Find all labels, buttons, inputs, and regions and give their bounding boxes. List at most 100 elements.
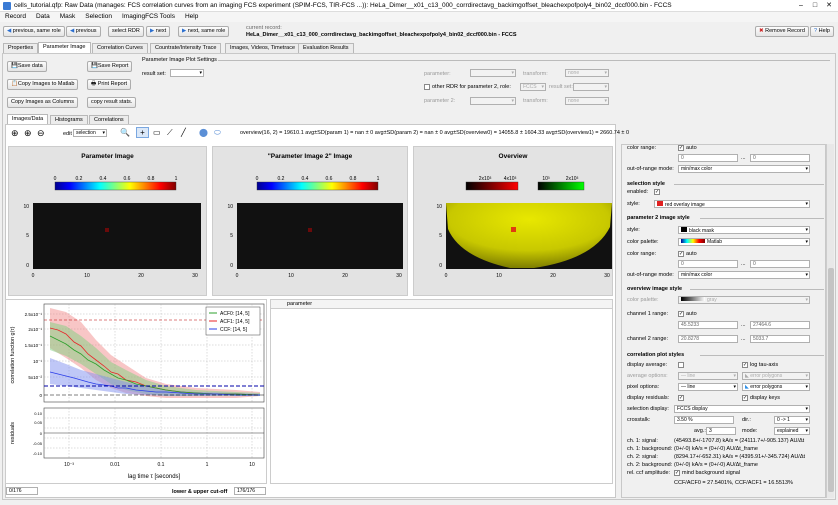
residuals-label: residuals [10, 422, 16, 444]
parameter-select[interactable] [470, 69, 516, 77]
line-style-icon: — [681, 384, 688, 390]
tab-histograms[interactable]: Histograms [50, 115, 88, 125]
close-button[interactable]: ✕ [826, 2, 832, 9]
copy-matlab-button[interactable]: 📋Copy Images to Matlab [7, 79, 79, 90]
display-residuals-checkbox[interactable]: ✓ [678, 395, 684, 401]
pixel-line-select[interactable]: — line [678, 383, 738, 391]
gray-palette-icon [681, 297, 705, 301]
scrollbar-thumb[interactable] [828, 268, 834, 492]
magnifier-icon[interactable]: 🔍 [120, 128, 130, 137]
circle-select-icon[interactable]: ⬤ [199, 128, 208, 137]
p2-range-min[interactable]: 0 [678, 260, 738, 268]
log-tau-checkbox[interactable]: ✓ [742, 362, 748, 368]
maximize-button[interactable]: □ [812, 2, 818, 9]
save-data-button[interactable]: 💾Save data [7, 61, 47, 72]
rectangle-select-icon[interactable]: ▭ [153, 128, 161, 137]
next-button[interactable]: ▶ next [146, 26, 171, 37]
correlation-plot[interactable]: ACF0: [14, 5] ACF1: [14, 5] CCF: [14, 5]… [5, 299, 267, 484]
menu-help[interactable]: Help [184, 13, 199, 20]
tab-images-videos[interactable]: Images, Videos, Timetrace [225, 43, 301, 53]
avg-spinbox[interactable]: 3 [706, 427, 736, 435]
parameter-image-plot[interactable]: Parameter Image 0 0.2 0.4 0.6 0.8 1 10 5… [8, 146, 207, 296]
parameter-table[interactable]: parameter [270, 299, 613, 484]
ch1-background-label: ch. 1: background: [627, 446, 673, 452]
lower-cutoff-spinbox[interactable]: 0/176 [6, 487, 38, 495]
average-line-select[interactable]: — line [678, 372, 738, 380]
result-set-select[interactable] [170, 69, 204, 77]
copy-stats-button[interactable]: copy result stats. [87, 97, 137, 108]
color-range-max[interactable]: 0 [750, 154, 810, 162]
ch2-range-min[interactable]: 20.8278 [678, 335, 738, 343]
other-rdr-checkbox[interactable] [424, 84, 430, 90]
menu-selection[interactable]: Selection [85, 13, 112, 20]
selection-display-select[interactable]: FCCS display [674, 405, 810, 413]
p2-palette-select[interactable]: Matlab [678, 238, 810, 246]
zoom-out-icon[interactable]: ⊖ [37, 128, 45, 138]
menu-record[interactable]: Record [5, 13, 26, 20]
tab-parameter-image[interactable]: Parameter Image [38, 42, 91, 53]
menu-data[interactable]: Data [35, 13, 50, 20]
result-set2-select[interactable] [573, 83, 609, 91]
p2-auto-checkbox[interactable]: ✓ [678, 251, 684, 257]
draw-line-icon[interactable]: ╱ [181, 128, 186, 137]
display-average-label: display average: [627, 362, 668, 368]
x-axis-label: lag time τ [seconds] [128, 474, 181, 480]
tab-evaluation-results[interactable]: Evaluation Results [298, 43, 354, 53]
color-range-min[interactable]: 0 [678, 154, 738, 162]
pixel-error-select[interactable]: ◣ error polygons [742, 383, 810, 391]
ch1-auto-checkbox[interactable]: ✓ [678, 311, 684, 317]
ch1-range-max[interactable]: 27464.6 [750, 321, 810, 329]
print-report-button[interactable]: 🖶 Print Report [87, 79, 132, 90]
help-button[interactable]: ? Help [810, 26, 834, 37]
ch1-range-min[interactable]: 45.5233 [678, 321, 738, 329]
mind-background-checkbox[interactable]: ✓ [674, 470, 680, 476]
oor-mode-select[interactable]: min/max color [678, 165, 810, 173]
crosshair-icon[interactable]: + [136, 127, 149, 138]
selection-style-select[interactable]: red overlay image [654, 200, 810, 208]
tab-images-data[interactable]: Images/Data [7, 114, 49, 125]
transform-select[interactable]: none [565, 69, 609, 77]
p2-oor-select[interactable]: min/max color [678, 271, 810, 279]
direction-select[interactable]: 0 -> 1 [774, 416, 810, 424]
tab-correlation-curves[interactable]: Correlation Curves [92, 43, 148, 53]
copy-columns-button[interactable]: Copy Images as Columns [7, 97, 78, 108]
select-rdr-button[interactable]: select RDR [108, 26, 144, 37]
overview-cell [446, 203, 612, 268]
remove-record-button[interactable]: ✖ Remove Record [755, 26, 809, 37]
zoom-in-icon[interactable]: ⊕ [24, 128, 32, 138]
transform2-select[interactable]: none [565, 97, 609, 105]
crosstalk-spinbox[interactable]: 3.50 % [674, 416, 734, 424]
minimize-button[interactable]: – [799, 2, 803, 9]
ellipse-select-icon[interactable]: ⬭ [214, 128, 221, 137]
tab-properties[interactable]: Properties [3, 43, 39, 53]
tab-countrate-trace[interactable]: Countrate/Intensity Trace [150, 43, 222, 53]
edit-mode-select[interactable]: selection [73, 129, 107, 137]
table-header-parameter[interactable]: parameter [287, 301, 313, 307]
ch2-range-max[interactable]: 5033.7 [750, 335, 810, 343]
p2-style-select[interactable]: black mask [678, 226, 810, 234]
ov-palette-select[interactable]: gray [678, 296, 810, 304]
mode-select[interactable]: explained [774, 427, 810, 435]
display-keys-checkbox[interactable]: ✓ [742, 395, 748, 401]
menu-mask[interactable]: Mask [59, 13, 76, 20]
average-error-select[interactable]: ◣ error polygons [742, 372, 810, 380]
line-select-icon[interactable]: ⟋ [167, 128, 173, 137]
next-same-role-button[interactable]: ▶ next, same role [178, 26, 230, 37]
overview-plot[interactable]: Overview 2x10³ 4x10³ 10³ 2x10³ 10 5 0 0 … [413, 146, 613, 296]
color-range-auto-checkbox[interactable]: ✓ [678, 145, 684, 151]
previous-same-role-button[interactable]: ◀ previous, same role [3, 26, 65, 37]
parameter2-select[interactable] [470, 97, 516, 105]
previous-button[interactable]: ◀ previous [66, 26, 101, 37]
x-tick: 1 [206, 462, 209, 468]
parameter-image-2-plot[interactable]: "Parameter Image 2" Image 0 0.2 0.4 0.6 … [212, 146, 408, 296]
zoom-fit-icon[interactable]: ⊕ [11, 128, 19, 138]
tab-correlations[interactable]: Correlations [89, 115, 129, 125]
save-report-button[interactable]: 💾Save Report [87, 61, 133, 72]
menu-imagingfcs-tools[interactable]: ImagingFCS Tools [121, 13, 175, 20]
upper-cutoff-spinbox[interactable]: 176/176 [234, 487, 266, 495]
p2-range-max[interactable]: 0 [750, 260, 810, 268]
role-select[interactable]: FCCS [520, 83, 546, 91]
display-average-checkbox[interactable] [678, 362, 684, 368]
selection-enabled-checkbox[interactable]: ✓ [654, 189, 660, 195]
settings-scrollbar[interactable] [826, 144, 834, 498]
